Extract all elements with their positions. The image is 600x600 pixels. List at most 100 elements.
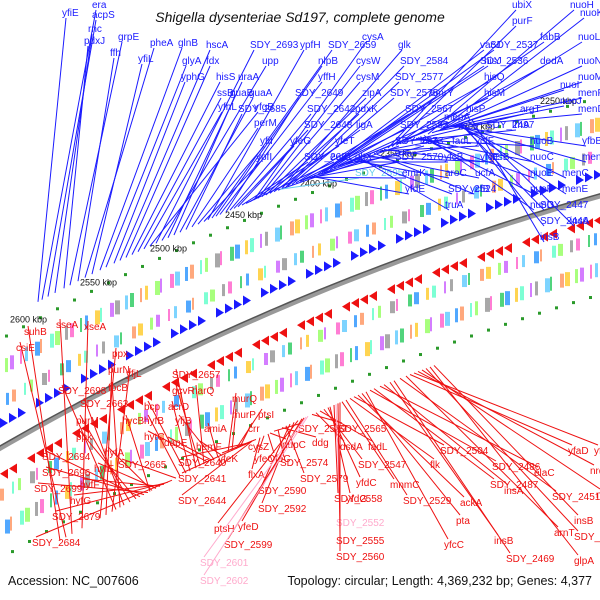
gene-label: murQ bbox=[232, 394, 257, 405]
gene-connector-line bbox=[149, 111, 259, 247]
gene-connector-line bbox=[341, 401, 395, 480]
gene-connector-line bbox=[427, 9, 575, 135]
gene-label: SDY_2446 bbox=[540, 216, 589, 227]
gene-label: nuoM bbox=[578, 72, 600, 83]
gene-label: yfeK bbox=[218, 454, 238, 465]
gene-label: purN bbox=[108, 365, 130, 376]
gene-connector-line bbox=[309, 176, 407, 179]
gene-label: glk bbox=[398, 40, 412, 51]
gene-label: SDY_2555 bbox=[336, 536, 385, 547]
gene-connector-line bbox=[47, 19, 97, 297]
gene-label: perM bbox=[254, 118, 277, 129]
gene-connector-line bbox=[291, 97, 395, 185]
gene-label: hisM bbox=[484, 88, 505, 99]
gene-connector-line bbox=[37, 17, 67, 302]
gene-connector-line bbox=[257, 65, 361, 199]
gene-connector-line bbox=[443, 65, 583, 130]
gene-connector-line bbox=[285, 65, 405, 188]
gene-connector-line bbox=[19, 341, 67, 538]
gene-label: insB bbox=[494, 536, 514, 547]
gene-connector-line bbox=[365, 391, 449, 540]
gene-label: ubiX bbox=[512, 0, 532, 11]
gene-connector-line bbox=[389, 381, 499, 536]
gene-connector-line bbox=[333, 81, 489, 169]
gene-connector-line bbox=[161, 65, 267, 241]
gene-connector-line bbox=[391, 25, 517, 148]
map-title: Shigella dysenteriae Sd197, complete gen… bbox=[155, 9, 445, 25]
gene-connector-line bbox=[197, 145, 265, 225]
gene-connector-line bbox=[35, 479, 173, 538]
gene-connector-line bbox=[441, 41, 583, 130]
gene-connector-line bbox=[329, 65, 489, 170]
gene-label: menE bbox=[562, 184, 588, 195]
gene-label: suhB bbox=[24, 327, 47, 338]
gene-label: nlpB bbox=[318, 56, 338, 67]
minus-strand-arrows bbox=[0, 216, 600, 479]
gene-connector-line bbox=[191, 127, 259, 228]
gene-connector-line bbox=[387, 9, 517, 149]
gene-connector-line bbox=[251, 437, 261, 470]
gene-label: SDY_2573 bbox=[395, 136, 444, 147]
accession-footer: Accession: NC_007606 bbox=[8, 574, 139, 588]
gene-label: ddg bbox=[312, 438, 329, 449]
gene-connector-line bbox=[233, 129, 309, 209]
gene-label: SDY_2694 bbox=[42, 452, 91, 463]
gene-label: SDY_2679 bbox=[52, 512, 101, 523]
gene-label: flk bbox=[430, 460, 441, 471]
gene-label: insB bbox=[540, 232, 560, 243]
gene-connector-line bbox=[457, 123, 567, 195]
kbp-tick-label: 2600 kbp bbox=[10, 314, 47, 324]
gene-label: SDY_2665 bbox=[118, 460, 167, 471]
gene-label: uraA bbox=[238, 72, 259, 83]
gene-label: zipA bbox=[362, 88, 382, 99]
gene-label: SDY_2693 bbox=[250, 40, 299, 51]
gene-label: eutC bbox=[330, 152, 351, 163]
gene-label: menB bbox=[582, 152, 600, 163]
gene-label: glnB bbox=[178, 38, 198, 49]
gene-label: hycB bbox=[122, 416, 145, 427]
gene-label: vacJ bbox=[480, 40, 501, 51]
gene-label: insB bbox=[490, 152, 510, 163]
gene-label: SDY_2592 bbox=[258, 504, 307, 515]
gene-label: SDY_2447 bbox=[540, 200, 589, 211]
gene-connector-line bbox=[131, 81, 221, 255]
gene-connector-line bbox=[281, 49, 403, 189]
topology-label: Topology: bbox=[287, 574, 341, 588]
gene-connector-line bbox=[295, 113, 410, 184]
gene-connector-line bbox=[359, 157, 450, 211]
gene-label: pdxJ bbox=[84, 36, 105, 47]
topology-value: circular bbox=[344, 574, 385, 588]
gene-connector-line bbox=[55, 481, 169, 512]
gene-label: insA bbox=[504, 486, 524, 497]
gene-label: pta bbox=[456, 516, 470, 527]
accession-label: Accession: bbox=[8, 574, 69, 588]
gene-connector-line bbox=[367, 154, 480, 179]
gene-label: fabB bbox=[540, 32, 561, 43]
gene-connector-line bbox=[199, 440, 223, 456]
gene-label: yphG bbox=[181, 72, 205, 83]
gene-label: ligA bbox=[356, 120, 373, 131]
gene-label: dsdA bbox=[340, 442, 363, 453]
gene-label: nuoH bbox=[570, 0, 594, 11]
gene-connector-line bbox=[63, 45, 89, 289]
gene-label: cysZ bbox=[248, 442, 269, 453]
gene-label: SDY_2698 bbox=[58, 386, 107, 397]
gene-connector-line bbox=[311, 176, 410, 195]
gene-connector-line bbox=[345, 399, 408, 496]
gene-label: yfeC bbox=[270, 454, 291, 465]
gene-connector-line bbox=[215, 65, 323, 217]
gene-label: glpA bbox=[574, 556, 594, 567]
gene-label: yfcB bbox=[444, 152, 464, 163]
gene-connector-line bbox=[383, 149, 485, 163]
gene-connector-line bbox=[121, 458, 177, 479]
gene-label: lrhA bbox=[512, 120, 530, 131]
gene-label: yfcC bbox=[444, 540, 464, 551]
gene-connector-line bbox=[313, 145, 425, 177]
genes-label: Genes: bbox=[516, 574, 558, 588]
gene-connector-line bbox=[137, 97, 222, 253]
gene-label: hisJ bbox=[484, 56, 502, 67]
gene-label: yfjB bbox=[175, 416, 192, 427]
gene-label: SDY_2524 bbox=[448, 184, 497, 195]
gene-connector-line bbox=[125, 65, 211, 258]
